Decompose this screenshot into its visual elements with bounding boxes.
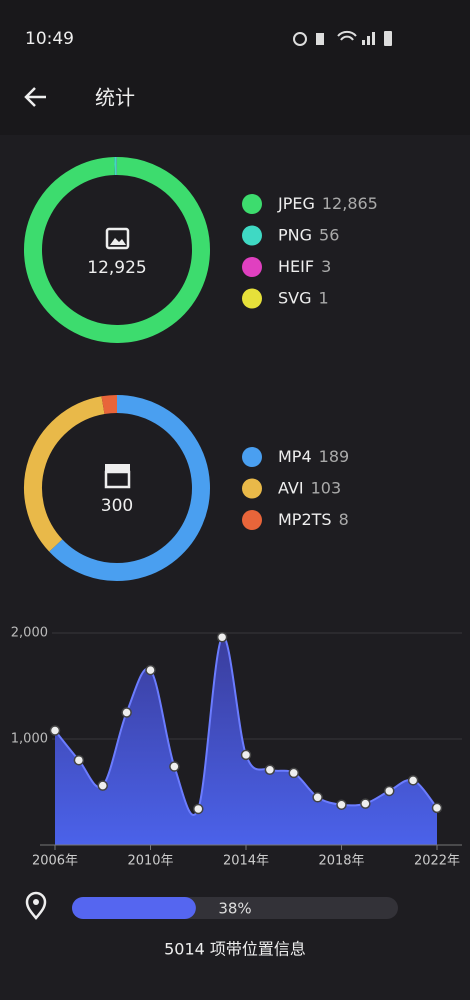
- legend-value: 12,865: [322, 194, 378, 213]
- legend-entry: MP4 189: [278, 447, 349, 466]
- legend-name: PNG: [278, 225, 312, 244]
- progress-fill: [72, 897, 196, 919]
- video-icon: [104, 464, 131, 489]
- data-point: [360, 798, 371, 809]
- legend-value: 189: [319, 447, 350, 466]
- x-tick-label: 2010年: [127, 854, 173, 869]
- data-point: [97, 780, 108, 791]
- legend-swatch: [242, 288, 262, 309]
- location-caption: 5014 项带位置信息: [164, 940, 306, 959]
- donut-segment: [24, 396, 105, 552]
- x-tick-label: 2006年: [32, 854, 78, 869]
- area-fill: [55, 636, 437, 845]
- data-point: [431, 802, 443, 814]
- legend-entry: JPEG 12,865: [277, 194, 378, 213]
- donut-total: 300: [101, 496, 133, 516]
- image-icon: [105, 227, 130, 250]
- legend-name: HEIF: [278, 257, 314, 276]
- legend-name: JPEG: [277, 194, 315, 213]
- back-button[interactable]: [24, 87, 46, 107]
- data-point: [145, 664, 156, 676]
- legend-value: 3: [321, 257, 331, 276]
- legend-value: 103: [311, 478, 342, 497]
- app-bar: [0, 0, 470, 135]
- progress-label: 38%: [218, 900, 251, 918]
- status-time: 10:49: [25, 29, 74, 49]
- status-icons: [293, 30, 392, 46]
- legend-swatch: [242, 478, 262, 499]
- data-point: [216, 631, 228, 643]
- data-point: [384, 785, 395, 797]
- location-icon: [25, 891, 47, 920]
- legend-name: AVI: [278, 478, 304, 497]
- legend-value: 8: [339, 510, 349, 529]
- legend-swatch: [242, 257, 262, 277]
- legend-value: 1: [319, 288, 329, 307]
- donut-segment: [101, 395, 118, 415]
- legend-entry: MP2TS 8: [278, 510, 349, 529]
- header-title: 统计: [95, 86, 135, 110]
- data-point: [240, 749, 252, 761]
- legend-swatch: [242, 447, 262, 467]
- legend-swatch: [242, 194, 262, 214]
- data-point: [121, 707, 132, 718]
- legend-swatch: [242, 510, 262, 530]
- donut-segment: [49, 395, 210, 581]
- x-tick-label: 2022年: [414, 854, 460, 869]
- legend-value: 56: [319, 225, 339, 244]
- donut-total: 12,925: [87, 258, 146, 278]
- data-point: [288, 767, 299, 779]
- legend-entry: AVI 103: [278, 478, 341, 497]
- legend-entry: HEIF 3: [278, 257, 331, 276]
- legend-name: SVG: [278, 288, 312, 307]
- legend-entry: SVG 1: [278, 288, 329, 307]
- y-tick-label: 1,000: [11, 732, 48, 747]
- legend-swatch: [242, 225, 262, 246]
- y-tick-label: 2,000: [11, 626, 48, 641]
- donut-segment: [24, 157, 210, 343]
- legend-entry: PNG 56: [278, 225, 339, 244]
- legend-name: MP2TS: [278, 510, 332, 529]
- data-point: [312, 792, 323, 803]
- legend-name: MP4: [278, 447, 312, 466]
- data-point: [336, 799, 347, 810]
- data-point: [49, 725, 61, 736]
- data-point: [169, 761, 180, 772]
- data-point: [407, 775, 419, 786]
- x-tick-label: 2018年: [318, 854, 364, 869]
- data-point: [264, 764, 276, 775]
- data-point: [73, 754, 85, 766]
- data-point: [193, 803, 204, 815]
- x-tick-label: 2014年: [223, 854, 269, 869]
